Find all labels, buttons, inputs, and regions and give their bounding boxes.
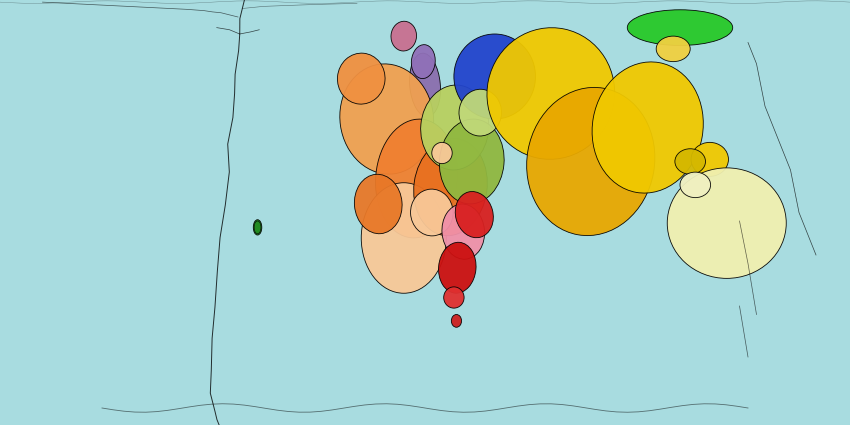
Ellipse shape [421,85,489,170]
Ellipse shape [354,174,402,234]
Ellipse shape [439,242,476,293]
Ellipse shape [656,36,690,62]
Ellipse shape [451,314,462,327]
Ellipse shape [675,149,705,174]
Ellipse shape [592,62,703,193]
Ellipse shape [454,34,536,119]
Ellipse shape [667,168,786,278]
Ellipse shape [361,183,446,293]
Ellipse shape [487,28,615,159]
Ellipse shape [411,189,453,236]
Ellipse shape [680,172,711,198]
Ellipse shape [337,53,385,104]
Ellipse shape [411,45,435,79]
Ellipse shape [432,142,452,164]
Ellipse shape [439,119,504,204]
Ellipse shape [253,220,262,235]
Ellipse shape [691,142,728,176]
Ellipse shape [391,21,416,51]
Ellipse shape [527,88,654,235]
Ellipse shape [414,138,487,236]
Ellipse shape [376,119,457,238]
Ellipse shape [410,53,440,117]
Ellipse shape [459,89,502,136]
Ellipse shape [254,221,261,234]
Ellipse shape [340,64,434,174]
Ellipse shape [456,192,493,238]
Ellipse shape [444,287,464,308]
Ellipse shape [627,10,733,45]
Ellipse shape [442,204,484,259]
